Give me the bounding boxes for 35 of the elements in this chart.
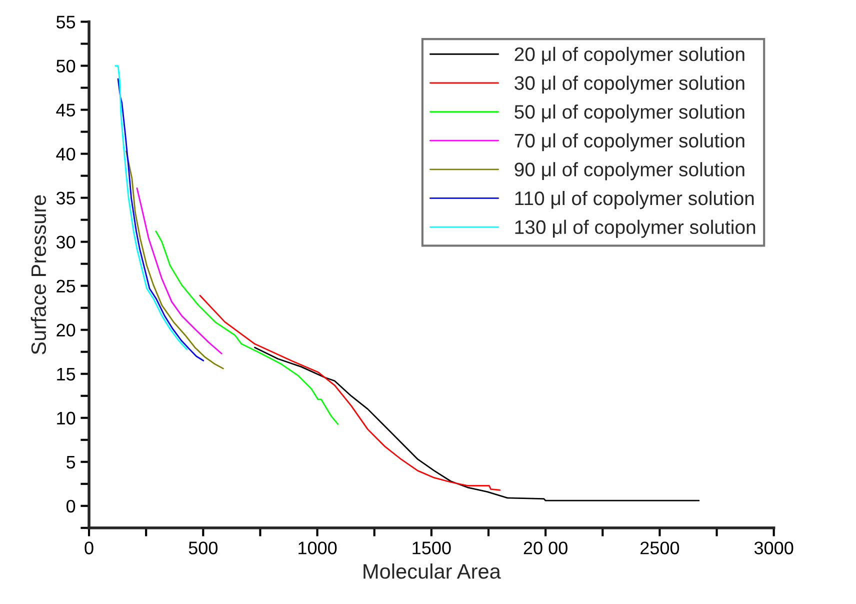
legend-label: 90 μl of copolymer solution: [514, 162, 744, 180]
y-tick-label: 25: [56, 280, 76, 293]
x-tick-label: 0: [84, 542, 94, 554]
x-tick-label: 3000: [754, 542, 794, 554]
x-tick-label: 1000: [298, 542, 337, 554]
legend-label: 50 μl of copolymer solution: [514, 104, 744, 123]
x-axis-title: Molecular Area: [364, 563, 501, 579]
line-series: [126, 150, 224, 370]
line-series: [117, 78, 204, 362]
x-tick-label: 1500: [412, 542, 451, 554]
x-tick-label: 20 00: [524, 542, 568, 554]
y-tick-label: 20: [56, 324, 76, 337]
y-axis-title: Surface Pressure: [30, 195, 46, 354]
line-series: [155, 230, 339, 425]
legend-label: 130 μl of copolymer solution: [515, 220, 756, 238]
legend-label: 20 μl of copolymer solution: [514, 46, 744, 65]
legend-label: 30 μl of copolymer solution: [514, 76, 744, 94]
legend-label: 70 μl of copolymer solution: [514, 133, 744, 152]
y-tick-label: 10: [57, 412, 76, 425]
y-tick-label: 30: [56, 236, 76, 249]
line-series: [199, 294, 501, 491]
line-series: [114, 65, 188, 350]
y-tick-label: 0: [66, 500, 76, 513]
y-tick-label: 5: [66, 456, 76, 469]
y-tick-label: 55: [56, 16, 76, 28]
line-series: [136, 187, 222, 354]
y-tick-label: 50: [56, 60, 76, 72]
y-tick-label: 45: [56, 104, 76, 116]
y-tick-label: 35: [56, 192, 76, 205]
y-tick-label: 40: [56, 148, 76, 161]
x-tick-label: 2500: [640, 542, 680, 554]
x-tick-label: 500: [188, 542, 218, 554]
y-tick-label: 15: [57, 368, 76, 381]
legend-label: 110 μl of copolymer solution: [515, 190, 754, 210]
line-series: [254, 346, 700, 502]
